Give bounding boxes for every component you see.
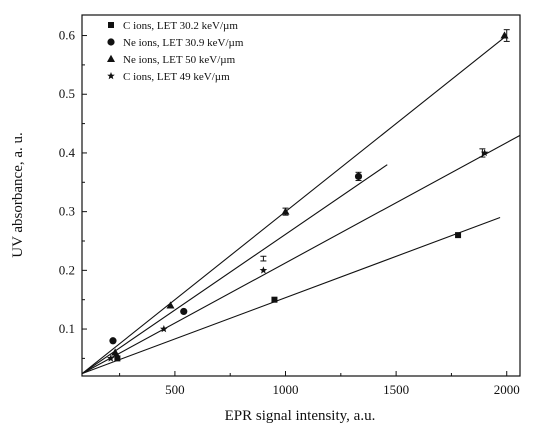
legend-label: Ne ions, LET 30.9 keV/µm [123, 37, 244, 49]
legend-star-marker [107, 72, 115, 80]
circle-data-point [180, 307, 188, 316]
y-tick-label: 0.2 [59, 262, 75, 277]
x-axis-title: EPR signal intensity, a.u. [225, 408, 376, 424]
star-data-point [106, 354, 115, 362]
triangle-data-point [166, 301, 175, 309]
legend-label: C ions, LET 49 keV/µm [123, 71, 230, 83]
y-tick-label: 0.5 [59, 86, 75, 101]
legend-circle-marker [107, 38, 115, 46]
fit-line [81, 164, 388, 375]
legend: C ions, LET 30.2 keV/µm Ne ions, LET 30.9… [107, 20, 244, 83]
data-markers [106, 31, 509, 362]
fit-lines [81, 35, 521, 375]
y-tick-label: 0.4 [59, 145, 76, 160]
star-data-point [160, 325, 168, 333]
square-data-point [114, 355, 121, 362]
legend-label: Ne ions, LET 50 keV/µm [123, 54, 236, 66]
star-data-point [480, 148, 489, 157]
legend-triangle-marker [107, 54, 115, 62]
plot-area [81, 14, 521, 377]
square-data-point [271, 296, 278, 303]
x-tick-label: 2000 [494, 382, 520, 397]
fit-line [81, 134, 521, 375]
circle-data-point [354, 172, 363, 181]
y-tick-label: 0.1 [59, 321, 75, 336]
x-tick-label: 1000 [273, 382, 299, 397]
y-tick-label: 0.6 [59, 28, 76, 43]
x-tick-label: 1500 [383, 382, 409, 397]
square-data-point [455, 232, 462, 239]
legend-square-marker [108, 22, 114, 28]
fit-line [81, 216, 501, 375]
triangle-data-point [500, 31, 509, 39]
x-tick-label: 500 [165, 382, 185, 397]
fit-line [81, 35, 508, 375]
star-data-point [259, 266, 268, 274]
y-tick-label: 0.3 [59, 204, 75, 219]
y-axis-title: UV absorbance, a. u. [10, 132, 26, 258]
triangle-data-point [111, 348, 120, 356]
axis-ticks: 500 1000 1500 2000 0.1 0.2 0.3 0.4 0.5 0.6 [59, 28, 520, 397]
circle-data-point [109, 337, 117, 345]
legend-label: C ions, LET 30.2 keV/µm [123, 20, 238, 32]
plot-border [81, 14, 521, 377]
triangle-data-point [281, 207, 290, 215]
